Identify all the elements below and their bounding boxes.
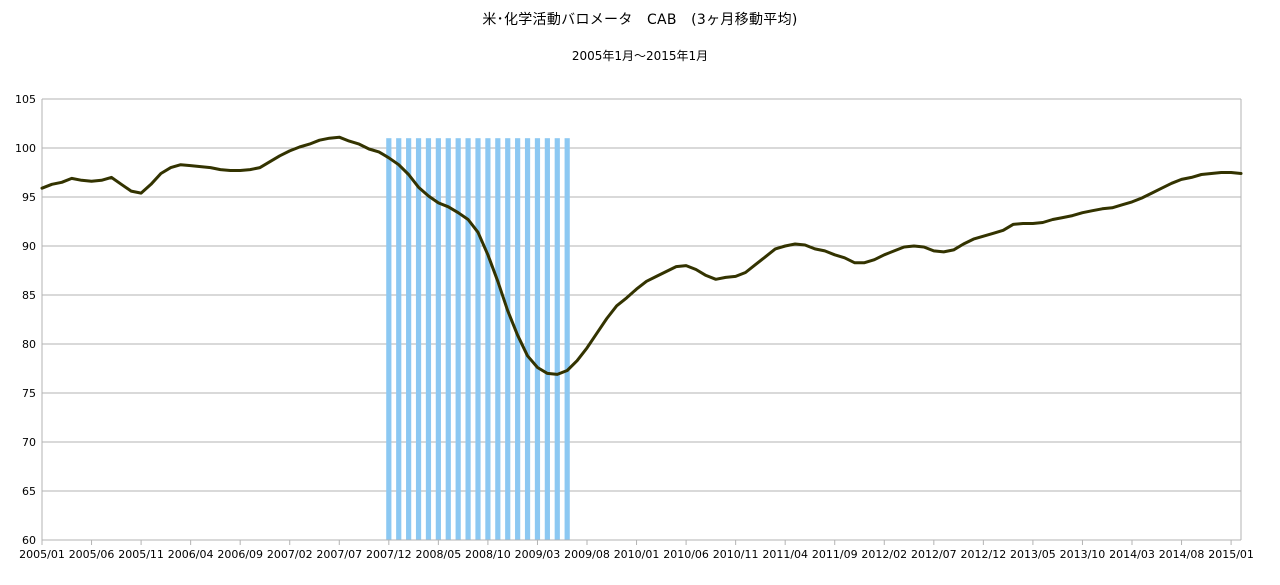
recession-stripe [524,138,531,540]
recession-stripe [396,138,402,540]
x-tick-label: 2005/01 [19,548,65,561]
y-tick-label: 90 [22,240,36,253]
recession-stripe [544,138,550,540]
recession-stripe [485,138,491,540]
recession-stripe [386,138,392,540]
y-tick-label: 100 [15,142,36,155]
x-tick-label: 2007/07 [316,548,362,561]
recession-stripe [445,138,451,540]
x-tick-label: 2012/07 [911,548,957,561]
x-tick-label: 2006/04 [168,548,214,561]
y-tick-label: 105 [15,93,36,106]
recession-stripe [505,138,511,540]
chart-title: 米･化学活動バロメータ CAB (3ヶ月移動平均) [482,12,798,28]
series-line [40,135,1243,376]
recession-stripe [564,138,570,540]
recession-stripe [465,138,471,540]
recession-shading [386,138,570,540]
chart-subtitle: 2005年1月～2015年1月 [571,49,709,63]
recession-stripe [435,138,441,540]
x-tick-label: 2005/06 [69,548,115,561]
y-tick-label: 70 [22,436,36,449]
x-tick-label: 2011/04 [762,548,808,561]
recession-stripe [475,138,481,540]
x-tick-label: 2005/11 [118,548,164,561]
x-tick-label: 2014/03 [1109,548,1155,561]
y-tick-label: 80 [22,338,36,351]
x-tick-label: 2006/09 [217,548,263,561]
x-tick-label: 2014/08 [1159,548,1205,561]
recession-stripe [515,138,521,540]
y-tick-labels: 60 65 70 75 80 85 90 95 100 105 [15,93,36,547]
x-tick-label: 2015/01 [1208,548,1254,561]
x-tick-label: 2009/08 [564,548,610,561]
recession-stripe [495,138,501,540]
x-tick-label: 2007/12 [366,548,412,561]
y-tick-label: 65 [22,485,36,498]
y-tick-label: 85 [22,289,36,302]
x-tick-label: 2008/05 [416,548,462,561]
recession-stripe [406,138,412,540]
y-tick-label: 75 [22,387,36,400]
x-tick-label: 2011/09 [812,548,858,561]
recession-stripe [554,138,560,540]
x-tick-labels: 2005/01 2005/06 2005/11 2006/04 2006/09 2007/… [19,548,1254,561]
x-tick-label: 2012/02 [861,548,907,561]
grid-lines [42,98,1241,541]
series-line-group [40,135,1243,376]
recession-stripe [455,138,461,540]
recession-stripe [415,138,422,540]
recession-stripe [425,138,432,540]
x-tick-label: 2010/11 [713,548,759,561]
x-tick-label: 2013/10 [1060,548,1106,561]
x-tick-label: 2010/06 [663,548,709,561]
recession-stripe [534,138,541,540]
y-tick-label: 95 [22,191,36,204]
x-tick-label: 2009/03 [515,548,561,561]
x-tick-label: 2013/05 [1010,548,1056,561]
y-tick-label: 60 [22,534,36,547]
x-tick-label: 2012/12 [961,548,1007,561]
x-tick-label: 2007/02 [267,548,313,561]
x-tick-label: 2008/10 [465,548,511,561]
x-tick-label: 2010/01 [614,548,660,561]
axes [41,99,1242,545]
